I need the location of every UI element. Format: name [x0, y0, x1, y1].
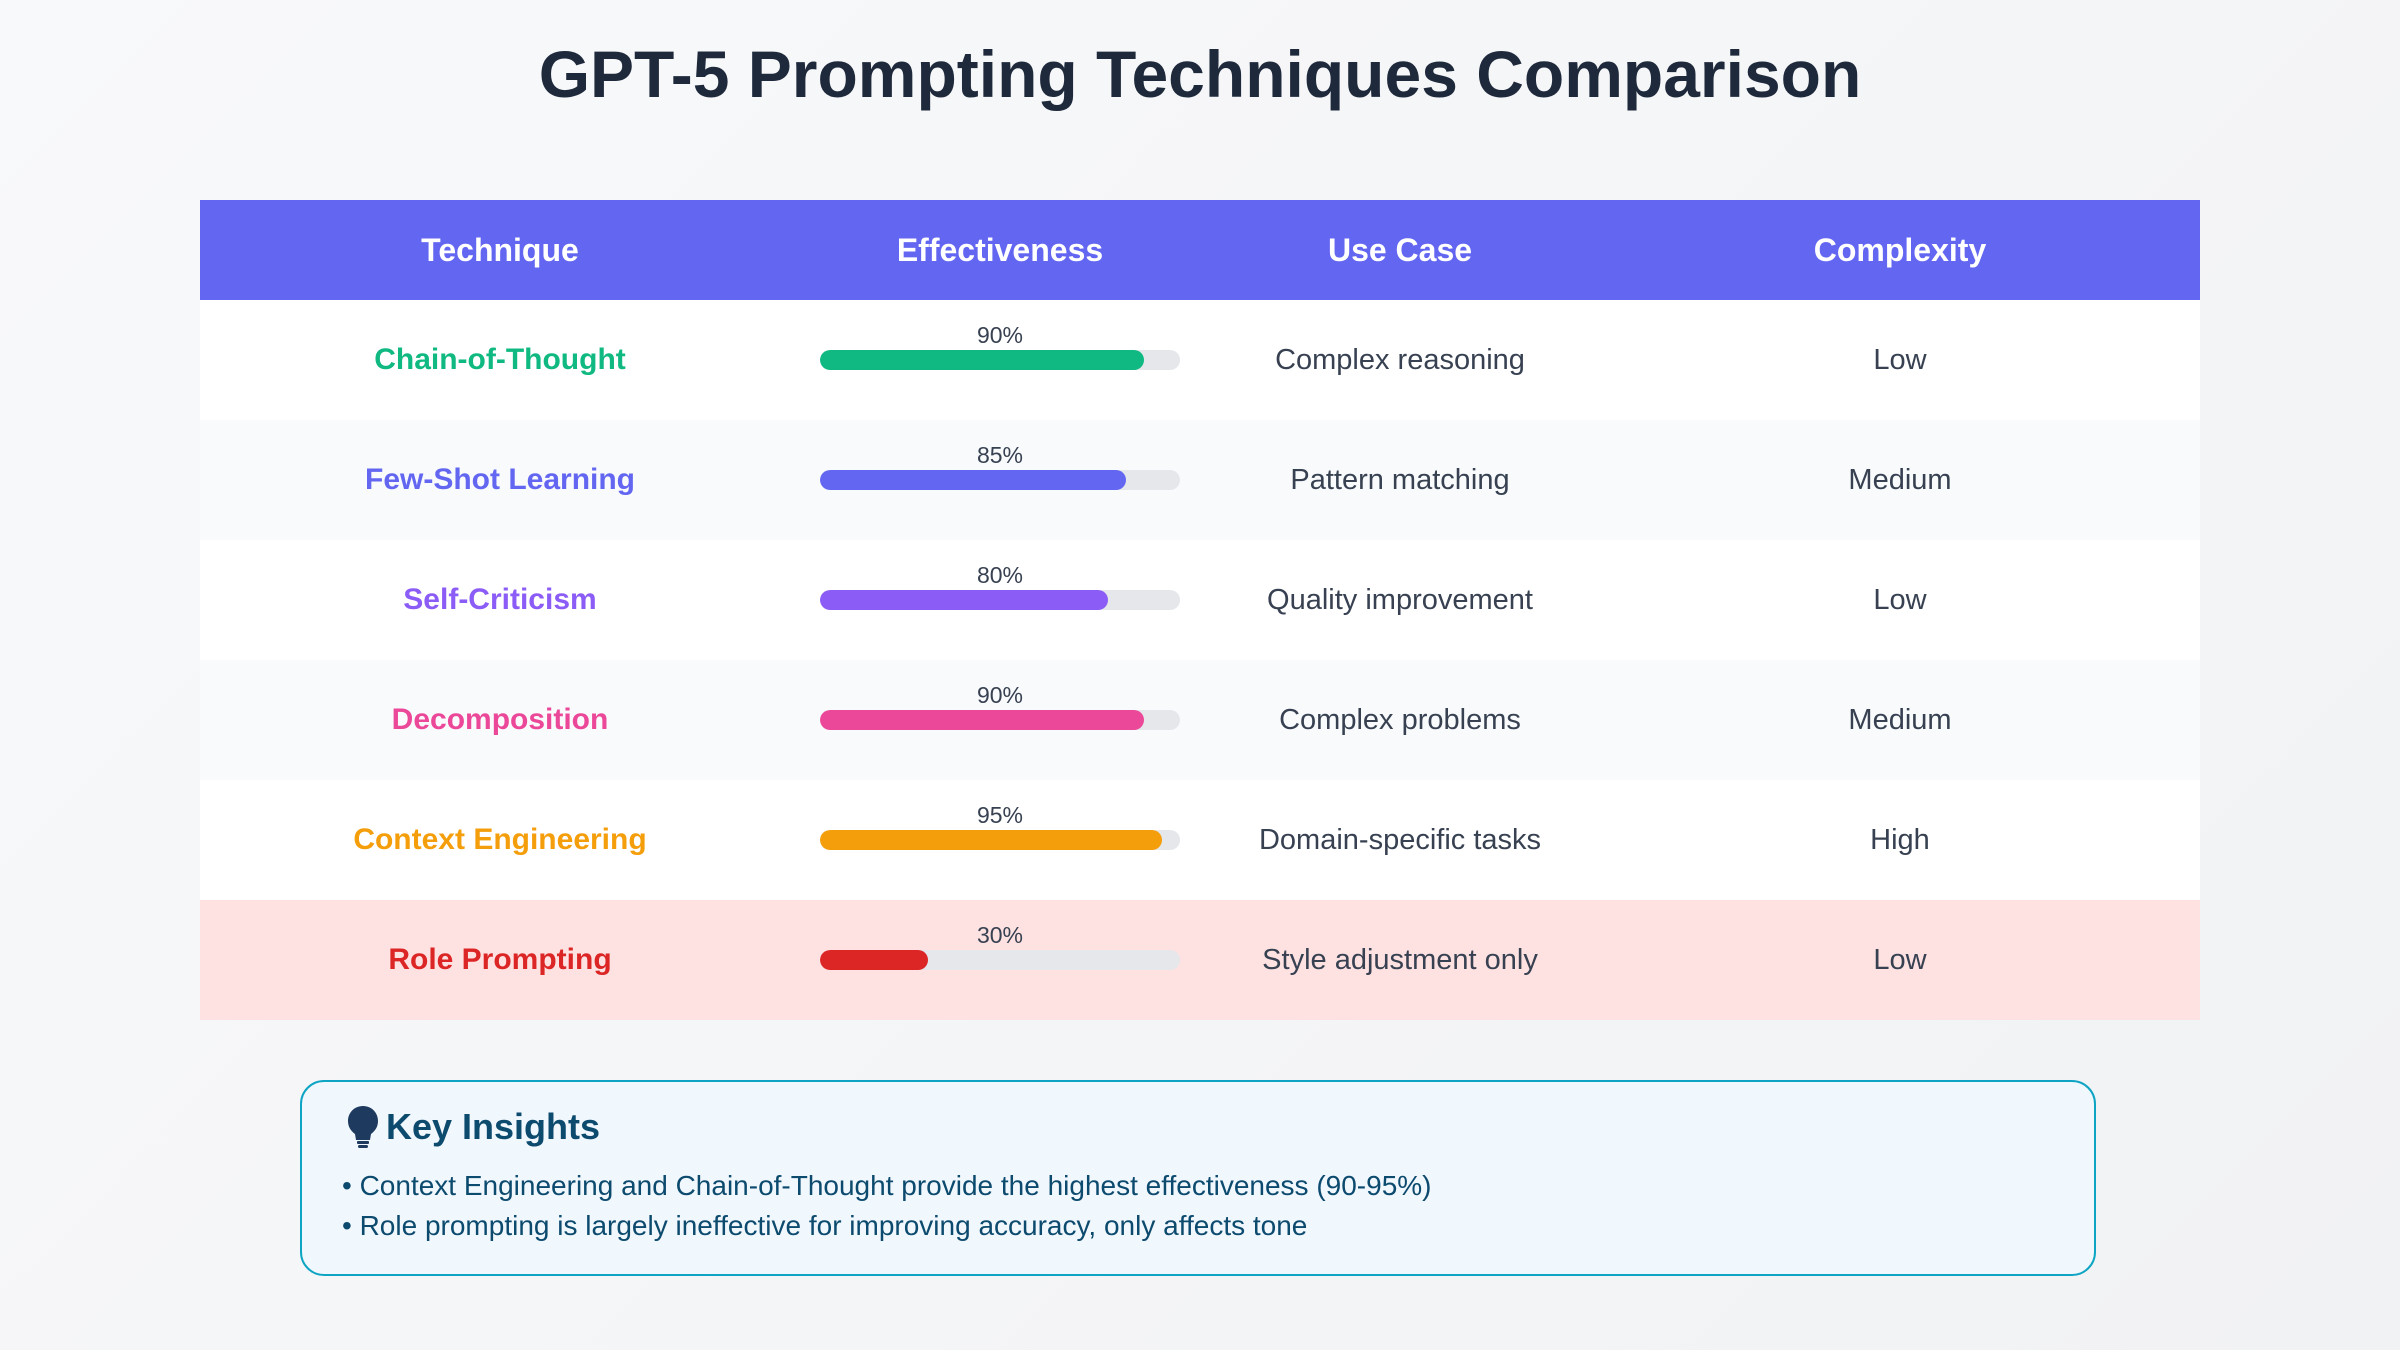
technique-name: Context Engineering	[353, 823, 647, 856]
technique-name: Few-Shot Learning	[365, 463, 635, 496]
technique-name: Role Prompting	[388, 943, 612, 976]
technique-name: Self-Criticism	[403, 583, 597, 616]
insights-header: Key Insights	[346, 1104, 600, 1150]
effectiveness-bar	[820, 950, 928, 970]
complexity: Low	[1873, 943, 1927, 976]
insights-title: Key Insights	[386, 1106, 601, 1147]
effectiveness-label: 80%	[976, 562, 1024, 588]
effectiveness-bar	[820, 710, 1144, 730]
table-row: Role Prompting 30% Style adjustment only Lo…	[200, 900, 2200, 1020]
insights-list: • Context Engineering and Chain-of-Thoug…	[342, 1166, 1432, 1246]
page-title: GPT-5 Prompting Techniques Comparison	[538, 37, 1862, 111]
header-effectiveness: Effectiveness	[896, 231, 1104, 268]
table-header: Technique Effectiveness Use Case Complex…	[200, 200, 2200, 300]
effectiveness-bar-track	[820, 590, 1180, 610]
use-case: Domain-specific tasks	[1258, 823, 1542, 856]
effectiveness-cell: 90%	[800, 300, 1200, 420]
table-body: Chain-of-Thought 90% Complex reasoning Low F…	[200, 300, 2200, 1020]
complexity: Low	[1873, 343, 1927, 376]
effectiveness-cell: 95%	[800, 780, 1200, 900]
effectiveness-bar	[820, 830, 1162, 850]
complexity: Medium	[1848, 703, 1952, 736]
effectiveness-cell: 30%	[800, 900, 1200, 1020]
table-row: Chain-of-Thought 90% Complex reasoning Low	[200, 300, 2200, 420]
effectiveness-bar	[820, 470, 1126, 490]
effectiveness-cell: 80%	[800, 540, 1200, 660]
complexity: Medium	[1848, 463, 1952, 496]
use-case: Complex problems	[1279, 703, 1521, 736]
use-case: Complex reasoning	[1275, 343, 1525, 376]
technique-name: Chain-of-Thought	[374, 343, 626, 376]
effectiveness-bar-track	[820, 830, 1180, 850]
lightbulb-icon	[348, 1106, 378, 1148]
insight-item: • Role prompting is largely ineffective …	[342, 1210, 1308, 1241]
effectiveness-bar-track	[820, 350, 1180, 370]
use-case: Pattern matching	[1290, 463, 1510, 496]
use-case: Quality improvement	[1267, 583, 1533, 616]
complexity: High	[1870, 823, 1930, 856]
effectiveness-bar	[820, 590, 1108, 610]
effectiveness-bar	[820, 350, 1144, 370]
table-row: Context Engineering 95% Domain-specific ta…	[200, 780, 2200, 900]
effectiveness-label: 90%	[976, 322, 1024, 348]
effectiveness-cell: 85%	[800, 420, 1200, 540]
effectiveness-bar-track	[820, 710, 1180, 730]
header-use-case: Use Case	[1327, 231, 1473, 268]
insight-item: • Context Engineering and Chain-of-Thoug…	[342, 1170, 1432, 1201]
effectiveness-label: 30%	[976, 922, 1024, 948]
table-row: Decomposition 90% Complex problems Medium	[200, 660, 2200, 780]
technique-name: Decomposition	[391, 703, 609, 736]
header-technique: Technique	[421, 231, 579, 268]
effectiveness-label: 90%	[976, 682, 1024, 708]
effectiveness-cell: 90%	[800, 660, 1200, 780]
use-case: Style adjustment only	[1262, 943, 1538, 976]
complexity: Low	[1873, 583, 1927, 616]
effectiveness-label: 95%	[976, 802, 1024, 828]
header-complexity: Complexity	[1813, 231, 1987, 268]
table-row: Self-Criticism 80% Quality improvement Low	[200, 540, 2200, 660]
key-insights-box: Key Insights • Context Engineering and C…	[300, 1080, 2096, 1276]
table-row: Few-Shot Learning 85% Pattern matching Medi…	[200, 420, 2200, 540]
techniques-table: Technique Effectiveness Use Case Complex…	[200, 200, 2200, 1020]
effectiveness-label: 85%	[976, 442, 1024, 468]
effectiveness-bar-track	[820, 470, 1180, 490]
effectiveness-bar-track	[820, 950, 1180, 970]
